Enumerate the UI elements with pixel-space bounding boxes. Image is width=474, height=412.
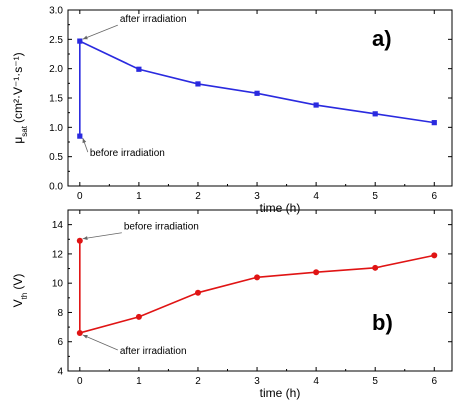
data-point [194,289,201,296]
y-axis-title: μsat(cm²·V⁻¹·s⁻¹) [11,52,29,143]
data-point [313,269,320,276]
annotation-arrowhead [82,35,88,40]
x-tick-label: 0 [77,191,83,202]
x-tick-label: 5 [372,376,378,387]
annotation-label: after irradiation [120,14,187,25]
annotation-arrowhead [82,138,87,144]
y-tick-label: 8 [57,308,63,319]
panel-a: 0 1 2 3 4 5 6 0.0 0.5 1.0 1.5 2.0 2.5 3.0 time (h) μsat… [11,6,453,215]
x-tick-label: 3 [254,191,260,202]
plot-frame [67,209,453,372]
x-tick-label: 3 [254,376,260,387]
x-axis-title: time (h) [260,201,301,215]
data-point [76,237,83,244]
x-tick-label: 4 [313,376,319,387]
series-line [79,39,435,137]
data-point [76,329,83,336]
x-tick-label: 5 [372,191,378,202]
data-point [136,66,142,72]
y-tick-label: 4 [57,367,63,378]
panel-label: a) [372,26,392,51]
data-point [431,252,438,259]
y-tick-label: 1.5 [49,94,63,105]
annotation-arrowhead [82,236,88,240]
data-point [77,38,83,44]
x-tick-label: 1 [136,376,142,387]
x-tick-label: 1 [136,191,142,202]
x-tick-label: 6 [431,191,437,202]
y-tick-label: 0.5 [49,152,63,163]
y-tick-label: 0.0 [49,182,63,193]
panel-label: b) [372,310,393,335]
series-line [79,240,435,334]
x-axis-title: time (h) [260,386,301,400]
y-tick-label: 1.0 [49,123,63,134]
annotation-arrow [82,334,118,351]
x-tick-label: 6 [431,376,437,387]
y-tick-label: 3.0 [49,6,63,17]
y-tick-label: 2.5 [49,35,63,46]
data-point [135,313,142,320]
data-point [254,90,260,96]
y-tick-label: 10 [52,279,64,290]
y-tick-label: 2.0 [49,64,63,75]
x-tick-label: 0 [77,376,83,387]
annotation-label: before irradiation [124,222,199,233]
plot-frame [67,9,453,187]
data-point [372,111,378,117]
annotation-label: before irradiation [90,148,165,159]
y-tick-label: 14 [52,220,64,231]
data-point [372,264,379,271]
y-axis-title: Vth(V) [11,274,29,308]
data-point [431,120,437,126]
annotation-arrowhead [82,334,88,339]
annotation-label: after irradiation [120,346,187,357]
data-point [313,102,319,108]
x-tick-label: 2 [195,191,201,202]
annotation-arrow [82,232,122,240]
y-tick-label: 12 [52,249,64,260]
data-point [254,274,261,281]
x-tick-label: 2 [195,376,201,387]
data-point [195,81,201,87]
annotation-arrow [82,24,118,40]
y-tick-label: 6 [57,337,63,348]
x-tick-label: 4 [313,191,319,202]
data-point [77,133,83,139]
